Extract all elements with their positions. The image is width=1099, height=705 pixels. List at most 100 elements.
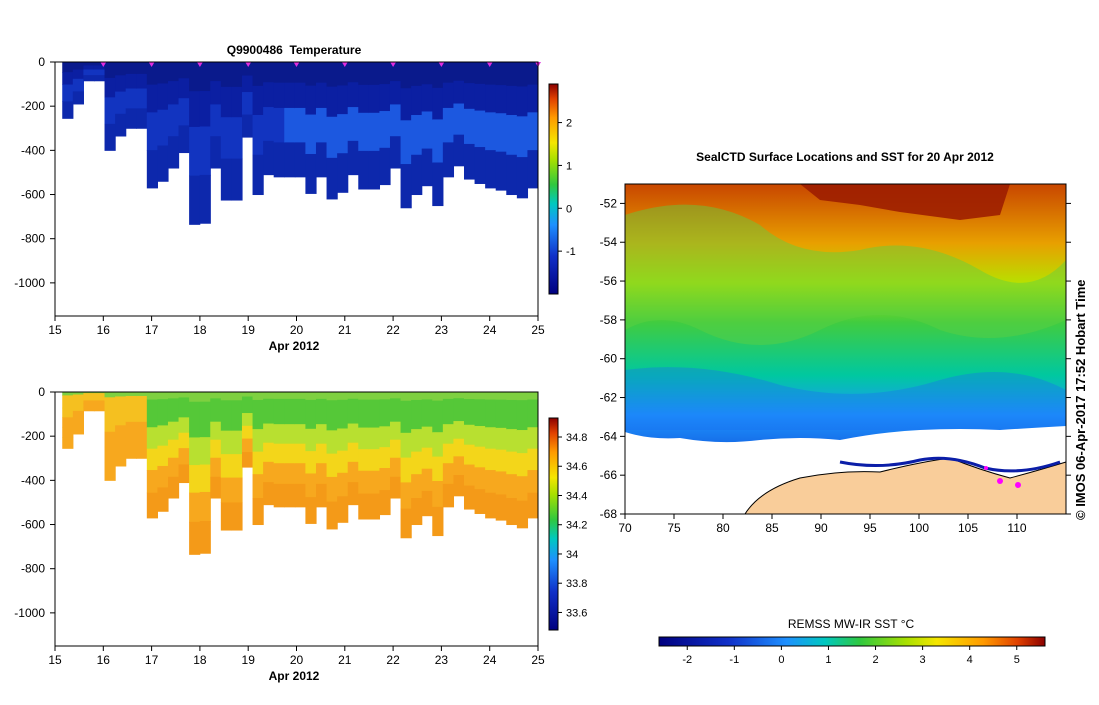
salinity-cell: [527, 399, 538, 428]
salinity-cell: [231, 477, 243, 503]
salinity-cell: [178, 417, 190, 434]
temperature-cell: [347, 107, 359, 142]
temperature-cell: [263, 82, 275, 108]
salinity-cell: [315, 392, 328, 400]
temperature-cell: [368, 112, 381, 152]
temperature-cell: [411, 115, 423, 156]
temperature-cell: [305, 85, 317, 116]
salinity-cell: [421, 392, 433, 400]
temperature-cell: [146, 150, 158, 189]
salinity-cell: [474, 489, 486, 514]
x-tick-label: 16: [97, 653, 111, 667]
temperature-cell: [210, 62, 222, 82]
profile-marker: [438, 62, 445, 67]
salinity-cell: [421, 468, 433, 492]
temperature-cell: [241, 62, 254, 77]
temperature-cell: [252, 62, 264, 87]
salinity-cell: [358, 427, 370, 450]
temperature-cells: [62, 62, 538, 225]
salinity-cell: [379, 399, 391, 427]
salinity-cell: [157, 465, 169, 488]
salinity-cell: [167, 392, 180, 399]
colorbar-tick-label: 34.6: [566, 461, 587, 473]
salinity-cell: [432, 432, 444, 458]
salinity-cell: [115, 425, 127, 439]
salinity-cell: [453, 438, 465, 457]
salinity-cell: [432, 456, 444, 482]
temperature-cell: [199, 91, 211, 127]
salinity-cell: [358, 449, 370, 472]
temperature-cell: [432, 162, 444, 207]
salinity-cell: [93, 392, 106, 394]
temperature-cell: [474, 147, 486, 184]
temperature-cell: [379, 84, 391, 112]
temperature-cell: [115, 113, 127, 137]
temperature-cell: [199, 62, 211, 92]
salinity-cell: [72, 418, 84, 427]
y-tick-label: -600: [21, 188, 45, 202]
sst-colorbar-tick-label: -1: [729, 654, 739, 666]
temperature-cell: [337, 62, 349, 86]
salinity-cell: [167, 421, 180, 441]
salinity-cell: [326, 392, 338, 401]
temperature-cell: [453, 103, 465, 136]
temperature-cell: [432, 119, 444, 163]
temperature-cell: [516, 116, 529, 158]
salinity-cell: [115, 412, 127, 426]
salinity-cell: [136, 392, 148, 397]
salinity-cell: [252, 474, 264, 499]
salinity-cell: [167, 457, 180, 478]
salinity-cell: [115, 451, 127, 467]
salinity-cell: [485, 470, 497, 494]
salinity-cell: [463, 444, 476, 466]
salinity-cell: [210, 398, 222, 423]
salinity-cell: [495, 427, 507, 451]
y-tick-label: 0: [38, 385, 45, 399]
temperature-cell: [527, 112, 538, 151]
salinity-cell: [516, 453, 529, 477]
salinity-cell: [506, 429, 518, 453]
x-tick-label: 25: [531, 653, 545, 667]
salinity-cell: [326, 430, 338, 455]
x-tick-label: 20: [290, 323, 304, 337]
temperature-cell: [136, 73, 148, 90]
salinity-cell: [389, 392, 402, 399]
temperature-cell: [315, 82, 328, 109]
temperature-cell: [273, 142, 285, 178]
x-tick-label: 20: [290, 653, 304, 667]
salinity-cell: [442, 443, 455, 464]
salinity-cell: [368, 399, 381, 429]
temperature-cell: [516, 62, 529, 87]
salinity-cell: [136, 445, 148, 459]
salinity-cell: [104, 416, 116, 433]
temperature-cell: [379, 111, 391, 149]
temperature-cell: [263, 140, 275, 176]
temperature-x-axis: 15 16 17 18 19 20 21 22 23 24 25: [48, 316, 545, 337]
salinity-cell: [241, 392, 254, 398]
salinity-cell: [411, 451, 423, 475]
x-tick-label: 21: [338, 323, 352, 337]
salinity-cell: [115, 437, 127, 452]
salinity-cell: [442, 463, 455, 485]
temperature-cell: [273, 62, 285, 84]
temperature-cell: [146, 112, 158, 151]
salinity-cell: [379, 426, 391, 448]
salinity-cell: [368, 470, 381, 495]
salinity-cell: [453, 456, 465, 476]
temperature-cell: [62, 84, 74, 102]
x-tick-label: 21: [338, 653, 352, 667]
sealctd-location-marker: [1015, 482, 1021, 488]
profile-marker: [390, 62, 397, 67]
salinity-cell: [506, 399, 518, 430]
temperature-cell: [220, 117, 233, 160]
salinity-cell: [115, 396, 127, 414]
salinity-cell: [231, 400, 243, 432]
salinity-cell: [326, 501, 338, 530]
temperature-cell: [485, 62, 497, 86]
sealctd-location-marker: [997, 478, 1003, 484]
salinity-cell: [252, 451, 264, 475]
temperature-cell: [104, 97, 116, 125]
x-tick-label: 24: [483, 653, 497, 667]
salinity-cell: [485, 448, 497, 471]
temperature-cell: [115, 62, 127, 76]
